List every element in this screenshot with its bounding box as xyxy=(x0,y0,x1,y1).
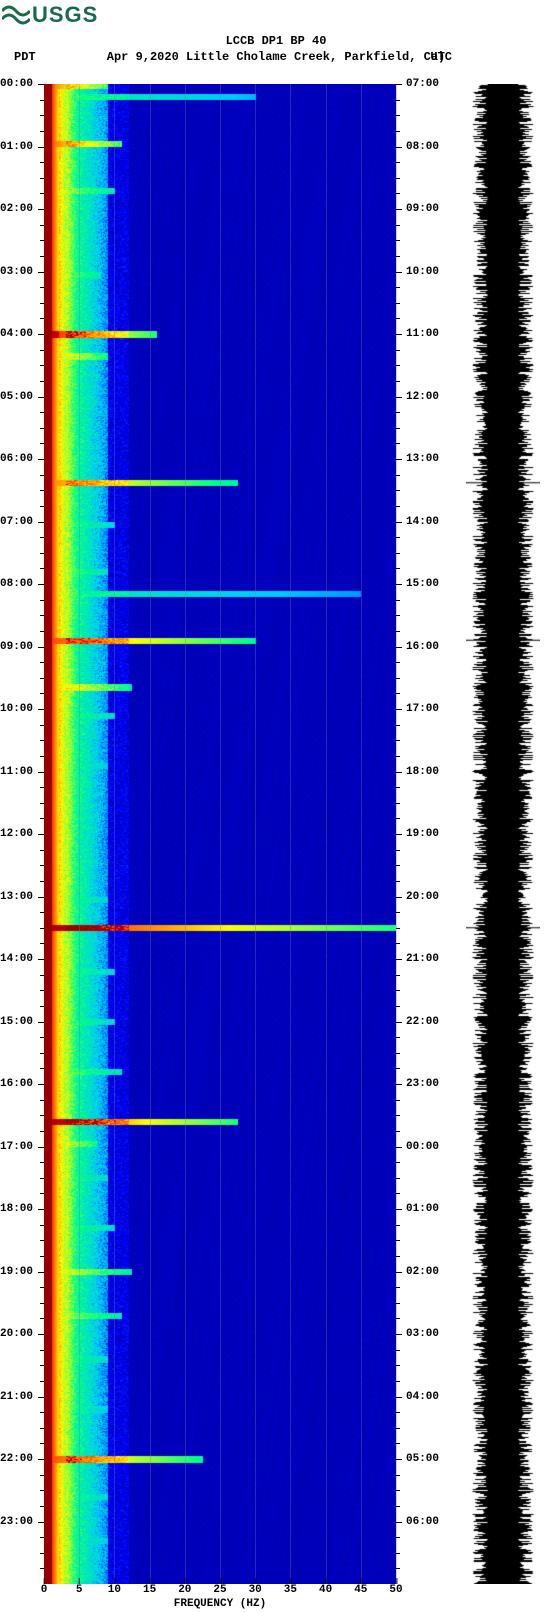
date-text: Apr 9,2020 xyxy=(107,50,179,64)
tz-right-label: UTC xyxy=(430,50,452,64)
subtitle-row: PDT Apr 9,2020 Little Cholame Creek, Par… xyxy=(0,50,552,64)
seismogram-panel xyxy=(466,84,540,1584)
spectrogram-canvas xyxy=(44,84,396,1584)
title-block: LCCB DP1 BP 40 PDT Apr 9,2020 Little Cho… xyxy=(0,34,552,64)
tz-left-label: PDT xyxy=(14,50,36,64)
x-axis-frequency: FREQUENCY (HZ) 05101520253035404550 xyxy=(44,1584,396,1612)
spectrogram-plot xyxy=(44,84,396,1584)
y-axis-pdt: 00:0001:0002:0003:0004:0005:0006:0007:00… xyxy=(0,84,44,1584)
logo-text: USGS xyxy=(32,2,98,28)
usgs-logo: USGS xyxy=(2,2,98,28)
location-text: Little Cholame Creek, Parkfield, Ca) xyxy=(186,50,445,64)
y-axis-utc: 07:0008:0009:0010:0011:0012:0013:0014:00… xyxy=(396,84,450,1584)
wave-icon xyxy=(2,5,30,25)
station-title: LCCB DP1 BP 40 xyxy=(0,34,552,48)
seismogram-canvas xyxy=(466,84,540,1584)
x-axis-label: FREQUENCY (HZ) xyxy=(44,1598,396,1610)
